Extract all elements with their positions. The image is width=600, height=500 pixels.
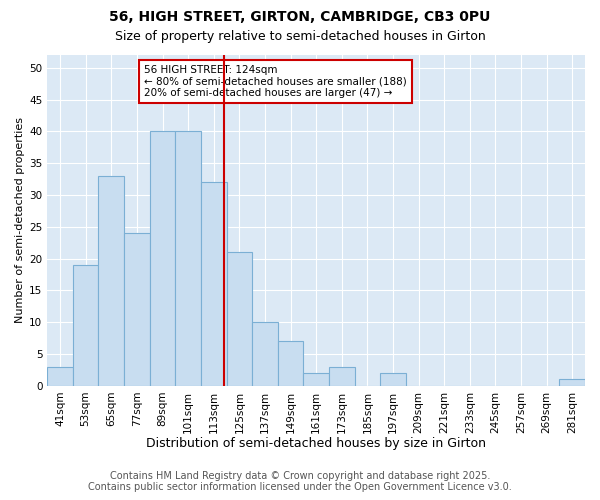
Bar [252,322,278,386]
Text: 56, HIGH STREET, GIRTON, CAMBRIDGE, CB3 0PU: 56, HIGH STREET, GIRTON, CAMBRIDGE, CB3 … [109,10,491,24]
Bar [201,182,227,386]
Bar [73,265,98,386]
X-axis label: Distribution of semi-detached houses by size in Girton: Distribution of semi-detached houses by … [146,437,486,450]
Bar [559,380,585,386]
Y-axis label: Number of semi-detached properties: Number of semi-detached properties [15,118,25,324]
Bar [124,233,150,386]
Text: Size of property relative to semi-detached houses in Girton: Size of property relative to semi-detach… [115,30,485,43]
Bar [304,373,329,386]
Text: Contains HM Land Registry data © Crown copyright and database right 2025.
Contai: Contains HM Land Registry data © Crown c… [88,471,512,492]
Bar [98,176,124,386]
Bar [175,132,201,386]
Bar [380,373,406,386]
Bar [329,367,355,386]
Text: 56 HIGH STREET: 124sqm
← 80% of semi-detached houses are smaller (188)
20% of se: 56 HIGH STREET: 124sqm ← 80% of semi-det… [144,65,407,98]
Bar [278,342,304,386]
Bar [150,132,175,386]
Bar [47,367,73,386]
Bar [227,252,252,386]
